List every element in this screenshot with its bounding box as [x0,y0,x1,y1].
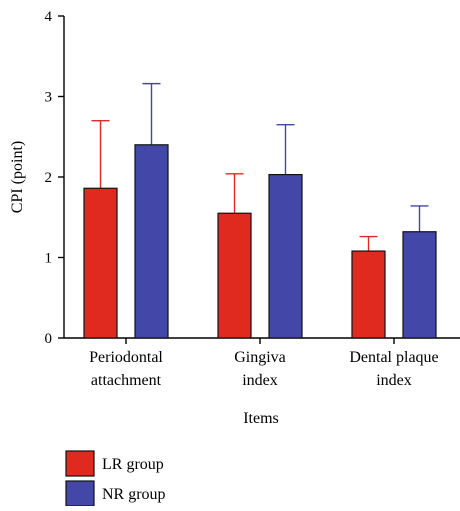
bar-lr-group [218,213,251,338]
legend-swatch [66,451,94,476]
x-tick-label: Gingiva [234,349,286,366]
y-tick-label: 1 [45,251,53,267]
y-tick-label: 4 [45,9,53,25]
bar-lr-group [352,251,385,338]
legend-swatch [66,481,94,506]
legend-label: LR group [102,456,164,473]
x-axis-label: Items [243,410,279,427]
plot-area: 0 1 2 3 4 Periodontal attachment Gingiva index De… [45,9,460,389]
bar-nr-group [403,232,436,338]
y-axis-label: CPI (point) [9,141,26,213]
y-tick-label: 2 [45,170,53,186]
bar-nr-group [269,175,302,338]
x-tick-label: index [242,372,278,389]
legend: LR group NR group [66,451,166,506]
x-tick-label: index [376,372,412,389]
y-tick-label: 3 [45,90,53,106]
x-tick-label: Dental plaque [349,349,438,366]
x-tick-label: attachment [91,372,162,389]
legend-label: NR group [102,486,166,503]
x-tick-label: Periodontal [89,349,163,366]
bar-lr-group [84,188,117,338]
bar-nr-group [135,145,168,338]
y-tick-label: 0 [45,331,53,347]
